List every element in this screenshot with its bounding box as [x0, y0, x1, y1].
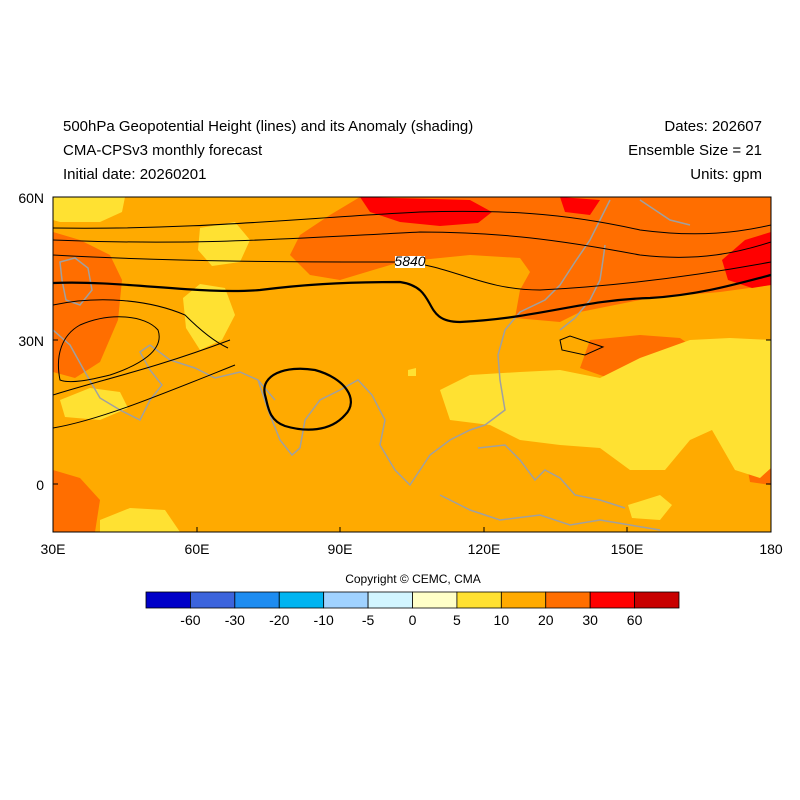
shade-5-10-northwest	[53, 197, 125, 222]
lon-label-120e: 120E	[468, 541, 501, 557]
coastline-arabia	[53, 329, 163, 422]
coastline-north	[639, 199, 691, 226]
colorbar-label: -60	[180, 612, 200, 628]
contour-label-bg	[395, 256, 425, 268]
contour-line	[53, 210, 771, 235]
colorbar-swatch	[278, 591, 325, 609]
lon-label-150e: 150E	[611, 541, 644, 557]
colorbar-label: 0	[409, 612, 417, 628]
copyright: Copyright © CEMC, CMA	[345, 572, 481, 586]
colorbar-label: 30	[582, 612, 598, 628]
contour-line	[53, 299, 229, 349]
lat-label-30n: 30N	[18, 333, 44, 349]
colorbar-swatch	[367, 591, 413, 609]
contour-loop-india	[263, 367, 352, 431]
shade-5-10-central	[183, 284, 235, 350]
anomaly-shading	[53, 197, 771, 532]
colorbar-swatch	[323, 591, 369, 609]
coastline-india	[257, 379, 386, 457]
coastline-new-guinea	[439, 494, 661, 531]
contour-line-bold	[53, 273, 771, 324]
ensemble-size: Ensemble Size = 21	[628, 142, 762, 159]
coastline-islands	[477, 444, 626, 509]
contour-line	[53, 339, 231, 396]
coastline-sea	[379, 424, 486, 487]
lon-label-60e: 60E	[185, 541, 210, 557]
colorbar: -60 -30 -20 -10 -5 0 5 10 20 30 60	[145, 591, 680, 628]
colorbar-swatch	[634, 591, 680, 609]
lat-label-60n: 60N	[18, 190, 44, 206]
contour-label-group: 5840	[394, 253, 425, 269]
contour-loop-east	[559, 335, 605, 356]
shade-5-10-south-pacific	[628, 495, 672, 520]
colorbar-label: -20	[269, 612, 289, 628]
colorbar-label: 5	[453, 612, 461, 628]
lat-label-0: 0	[36, 477, 44, 493]
height-contours	[53, 210, 771, 431]
axis-ticks	[52, 196, 772, 532]
shade-5-10-small	[408, 368, 416, 376]
shade-5-10-southwest	[100, 508, 180, 532]
coastline-japan	[559, 244, 606, 331]
model-name: CMA-CPSv3 monthly forecast	[63, 142, 263, 159]
shade-20-30-north	[120, 197, 771, 322]
contour-line	[53, 231, 771, 258]
shade-20-30-west	[53, 232, 122, 378]
initial-date: Initial date: 20260201	[63, 166, 207, 183]
colorbar-swatch	[145, 591, 191, 609]
lon-label-90e: 90E	[328, 541, 353, 557]
colorbar-swatch	[500, 591, 547, 609]
contour-line	[53, 254, 771, 291]
shade-5-10-north	[198, 222, 250, 266]
colorbar-swatch	[412, 591, 458, 609]
shade-5-10-pacific	[440, 338, 771, 478]
contour-label: 5840	[394, 253, 425, 269]
contour-loop-west	[57, 316, 160, 383]
coastline-china	[484, 199, 611, 426]
map-frame	[52, 196, 772, 533]
colorbar-label: -30	[225, 612, 245, 628]
colorbar-swatch	[190, 591, 236, 609]
contour-line	[53, 364, 236, 429]
shade-30-60-north-east	[560, 197, 600, 215]
colorbar-label: 20	[538, 612, 554, 628]
colorbar-label: -10	[314, 612, 334, 628]
colorbar-swatch	[234, 591, 280, 609]
forecast-dates: Dates: 202607	[664, 118, 762, 135]
colorbar-swatch	[545, 591, 591, 609]
units: Units: gpm	[690, 166, 762, 183]
colorbar-label: 10	[494, 612, 510, 628]
lon-label-30e: 30E	[41, 541, 66, 557]
shade-5-10-west	[60, 388, 128, 420]
shade-20-30-southwest	[53, 470, 100, 532]
map-title: 500hPa Geopotential Height (lines) and i…	[63, 118, 474, 135]
lon-label-180: 180	[759, 541, 783, 557]
colorbar-swatch	[589, 591, 635, 609]
colorbar-label: 60	[627, 612, 643, 628]
colorbar-swatch	[456, 591, 502, 609]
colorbar-label: -5	[362, 612, 375, 628]
